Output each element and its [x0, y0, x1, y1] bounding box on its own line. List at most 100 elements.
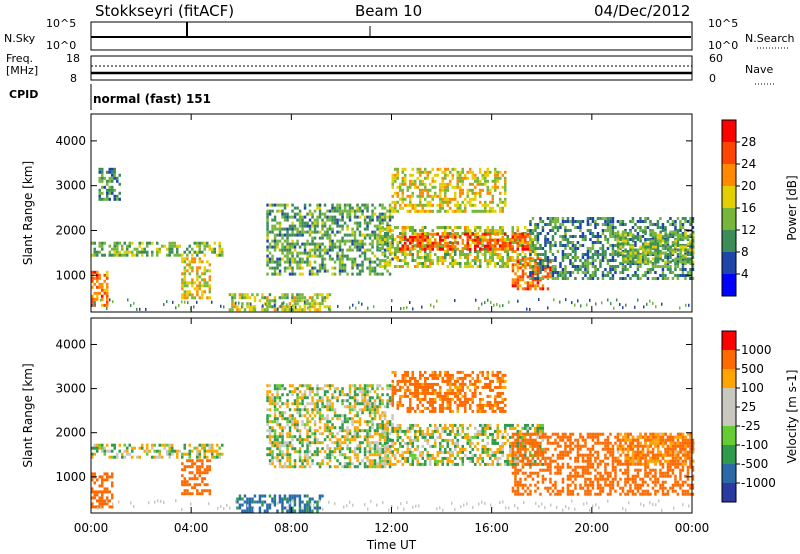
power-cell — [308, 209, 312, 213]
velocity-cell — [371, 462, 374, 466]
power-cell — [479, 167, 482, 171]
power-cell — [529, 287, 532, 291]
power-cell — [138, 241, 141, 245]
power-cell — [251, 305, 254, 309]
freq-unit-label: [MHz] — [6, 64, 38, 77]
power-cell — [411, 244, 414, 248]
velocity-cell — [298, 435, 302, 439]
velocity-cell — [386, 432, 389, 436]
velocity-cell — [401, 450, 404, 454]
power-cell — [634, 260, 637, 264]
velocity-cell — [358, 447, 362, 451]
power-cell — [368, 215, 372, 219]
power-cell — [426, 244, 429, 248]
power-cell — [479, 259, 482, 262]
power-cell — [454, 191, 457, 195]
power-cell — [484, 179, 487, 183]
power-cell — [306, 260, 309, 264]
power-cell — [293, 272, 297, 276]
power-cell — [609, 220, 612, 223]
power-cell — [273, 299, 277, 303]
power-cell — [331, 239, 334, 243]
velocity-cell — [118, 449, 121, 453]
power-cell — [519, 278, 522, 282]
power-cell — [454, 232, 457, 236]
power-cell — [486, 232, 489, 236]
power-cell — [276, 203, 279, 207]
power-cell — [298, 215, 302, 219]
power-cell — [489, 256, 492, 259]
velocity-cell — [429, 459, 432, 463]
power-cell — [501, 265, 504, 268]
power-cell — [283, 269, 287, 273]
power-cell — [106, 288, 109, 292]
power-cell — [283, 203, 287, 207]
velocity-cell — [348, 450, 352, 454]
velocity-cell — [201, 459, 204, 463]
velocity-cell — [276, 420, 279, 424]
power-cell — [691, 239, 695, 243]
power-cell — [461, 179, 464, 183]
velocity-cell — [153, 455, 156, 459]
velocity-cell — [181, 452, 184, 456]
power-cell — [183, 266, 187, 270]
power-cell — [484, 253, 487, 256]
power-cell — [356, 272, 359, 276]
power-cell — [308, 251, 312, 255]
power-cell — [355, 306, 357, 310]
power-cell — [511, 269, 515, 273]
velocity-cell — [311, 390, 314, 394]
velocity-cell — [414, 429, 417, 433]
velocity-cell — [106, 472, 109, 476]
power-cell — [546, 241, 550, 244]
velocity-cell — [481, 444, 484, 448]
power-cell — [271, 227, 274, 231]
velocity-cell — [98, 496, 101, 500]
power-cell — [146, 250, 149, 254]
velocity-cell — [429, 456, 432, 460]
power-cell — [278, 269, 282, 273]
power-cell — [529, 220, 532, 223]
velocity-cell — [246, 509, 249, 513]
power-cell — [671, 248, 675, 252]
power-cell — [669, 223, 672, 226]
power-cell — [516, 284, 520, 288]
velocity-cell — [368, 411, 372, 415]
velocity-cell — [103, 487, 106, 491]
power-cell — [328, 224, 332, 228]
velocity-cell — [326, 408, 329, 412]
power-cell — [676, 217, 680, 220]
velocity-cell — [213, 449, 216, 453]
velocity-cell — [459, 432, 462, 436]
velocity-cell — [481, 432, 484, 436]
power-cell — [599, 247, 602, 250]
velocity-cell — [273, 414, 277, 418]
power-cell — [489, 241, 492, 245]
velocity-cell — [278, 399, 282, 403]
power-cell — [631, 251, 635, 255]
velocity-cell — [281, 500, 284, 504]
power-cell — [386, 229, 389, 232]
power-cell — [411, 238, 414, 242]
power-cell — [479, 194, 482, 198]
power-cell — [241, 302, 244, 306]
velocity-cell — [381, 456, 384, 460]
velocity-cell — [201, 471, 204, 475]
velocity-cell — [276, 435, 279, 439]
power-cell — [424, 244, 427, 247]
power-cell — [609, 223, 612, 226]
power-cell — [91, 270, 94, 274]
power-cell — [391, 244, 394, 247]
power-cell — [664, 265, 667, 268]
velocity-cell — [271, 450, 274, 454]
power-cell — [444, 253, 447, 256]
power-cell — [469, 262, 472, 265]
velocity-cell — [341, 402, 344, 406]
power-cell — [489, 259, 492, 262]
power-cell — [499, 191, 502, 195]
power-cell — [644, 220, 647, 223]
power-cell — [399, 259, 402, 262]
power-cell — [356, 206, 359, 210]
power-cell — [674, 250, 677, 253]
power-cell — [586, 268, 590, 271]
